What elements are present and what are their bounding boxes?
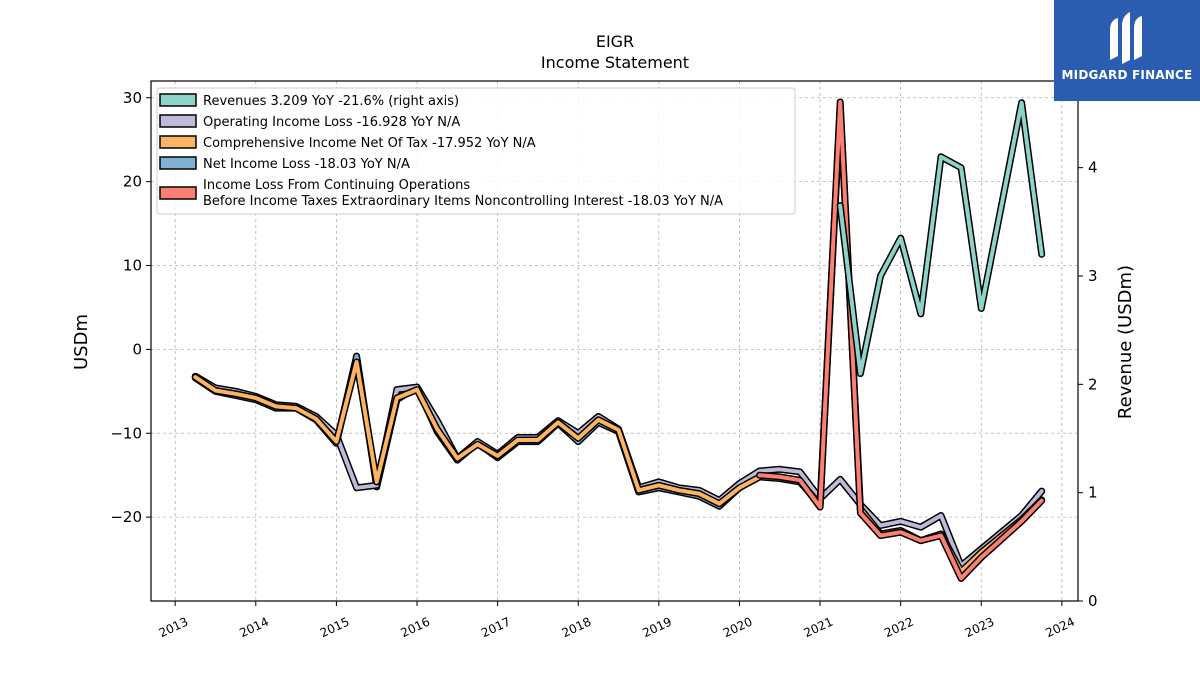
legend-swatch	[159, 93, 197, 107]
legend-entry: Revenues 3.209 YoY -21.6% (right axis)	[203, 94, 459, 109]
x-tick-label: 2017	[479, 615, 513, 641]
midgard-logo-icon	[1110, 12, 1142, 64]
legend-entry-line: Before Income Taxes Extraordinary Items …	[203, 194, 723, 209]
x-tick-label: 2016	[399, 615, 433, 641]
x-tick-label: 2014	[237, 615, 271, 641]
x-tick-label: 2022	[882, 615, 916, 641]
plot-frame	[150, 80, 1079, 602]
y-tick-label: 20	[123, 173, 142, 191]
legend-entry: Operating Income Loss -16.928 YoY N/A	[203, 115, 460, 130]
x-tick-label: 2023	[963, 615, 997, 641]
y-axis-label: USDm	[71, 314, 92, 370]
legend-entry: Net Income Loss -18.03 YoY N/A	[203, 157, 410, 172]
x-tick-label: 2015	[318, 615, 352, 641]
midgard-finance-logo: MIDGARD FINANCE	[1054, 0, 1200, 101]
legend-swatch	[159, 156, 197, 170]
y-right-tick-label: 2	[1088, 375, 1098, 393]
y-tick-label: 30	[123, 89, 142, 107]
chart-title: EIGR	[596, 32, 634, 51]
y-right-tick-label: 4	[1088, 159, 1098, 177]
y-right-tick-label: 3	[1088, 267, 1098, 285]
y-axis-right-label: Revenue (USDm)	[1115, 265, 1136, 419]
chart-subtitle: Income Statement	[541, 53, 689, 72]
x-tick-label: 2020	[721, 615, 755, 641]
x-tick-label: 2013	[157, 615, 191, 641]
series-line	[838, 100, 1044, 376]
series-line	[757, 100, 1044, 581]
logo-text: MIDGARD FINANCE	[1061, 68, 1193, 82]
series-layer	[191, 98, 1046, 582]
y-tick-label: 10	[123, 257, 142, 275]
legend-box	[156, 87, 796, 215]
legend-entry: Comprehensive Income Net Of Tax -17.952 …	[203, 136, 536, 151]
y-right-tick-label: 0	[1088, 592, 1098, 610]
legend-swatch	[159, 135, 197, 149]
legend: Revenues 3.209 YoY -21.6% (right axis) Op…	[156, 87, 796, 215]
series-0	[836, 99, 1046, 377]
legend-entry: Income Loss From Continuing Operations Be…	[203, 178, 723, 209]
legend-swatch	[159, 186, 197, 200]
x-tick-label: 2019	[640, 615, 674, 641]
x-tick-label: 2018	[560, 615, 594, 641]
y-tick-label: −10	[110, 424, 142, 442]
y-tick-label: −20	[110, 508, 142, 526]
x-tick-label: 2024	[1043, 615, 1077, 641]
y-tick-label: 0	[132, 340, 142, 358]
legend-entry-line: Income Loss From Continuing Operations	[203, 178, 470, 193]
series-4	[756, 98, 1046, 582]
legend-swatch	[159, 114, 197, 128]
y-right-tick-label: 1	[1088, 484, 1098, 502]
x-tick-label: 2021	[802, 615, 836, 641]
